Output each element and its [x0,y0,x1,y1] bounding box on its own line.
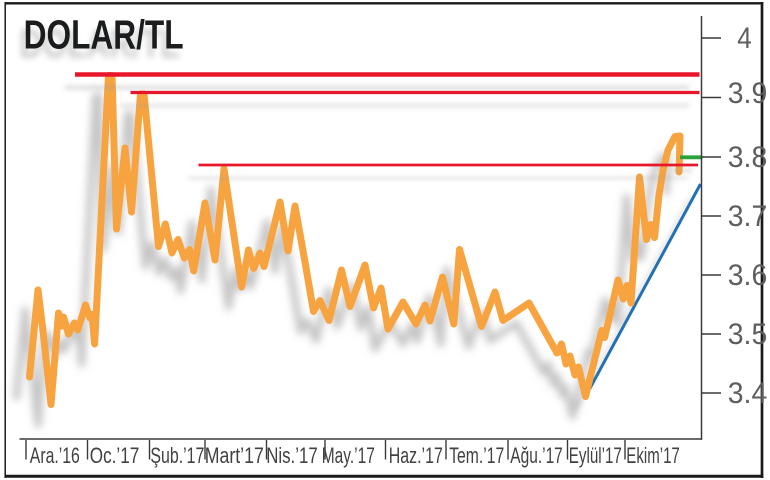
svg-text:Oc.’17: Oc.’17 [90,443,140,468]
svg-text:Şub.’17: Şub.’17 [150,443,204,468]
svg-text:3.5: 3.5 [728,318,768,351]
svg-text:3.8: 3.8 [728,141,768,174]
svg-text:3.9: 3.9 [728,77,768,110]
svg-text:Nis.’17: Nis.’17 [266,443,318,468]
svg-text:4: 4 [737,22,752,55]
svg-text:Tem.’17: Tem.’17 [449,443,504,468]
svg-text:May.’17: May.’17 [322,443,375,468]
svg-text:3.6: 3.6 [728,259,768,292]
svg-text:Ara.’16: Ara.’16 [30,443,80,468]
svg-text:3.4: 3.4 [728,377,768,410]
svg-text:Eylül’17: Eylül’17 [569,443,622,468]
svg-text:Haz.’17: Haz.’17 [389,443,443,468]
svg-text:3.7: 3.7 [728,200,768,233]
svg-text:Ekim’17: Ekim’17 [626,443,680,468]
svg-text:DOLAR/TL: DOLAR/TL [24,11,184,57]
svg-text:Mart’17: Mart’17 [205,443,264,468]
svg-text:Ağu.’17: Ağu.’17 [510,443,563,468]
